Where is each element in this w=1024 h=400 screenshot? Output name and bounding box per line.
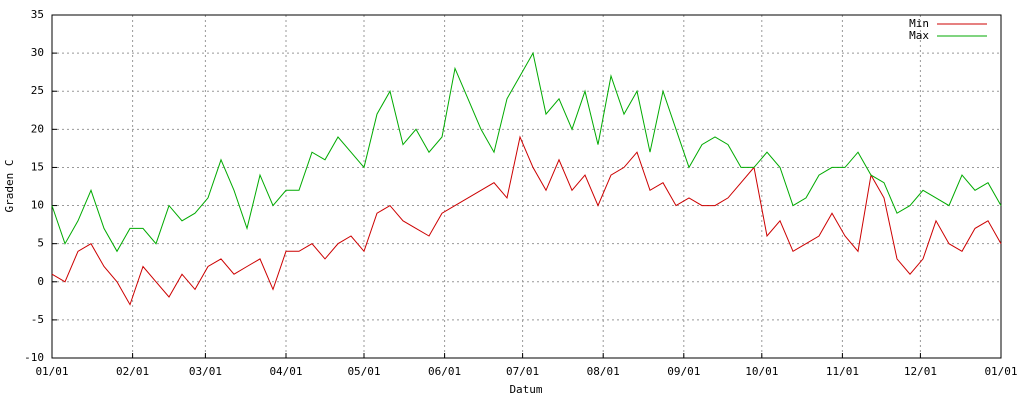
x-tick-label: 02/01	[116, 365, 149, 378]
legend-label: Min	[909, 17, 929, 30]
y-tick-label: 20	[31, 122, 44, 135]
x-tick-label: 09/01	[667, 365, 700, 378]
x-tick-label: 05/01	[347, 365, 380, 378]
x-tick-label: 12/01	[904, 365, 937, 378]
y-tick-label: 0	[37, 275, 44, 288]
y-tick-label: 35	[31, 8, 44, 21]
plot-border	[51, 14, 1002, 359]
y-axis-label: Graden C	[3, 160, 16, 213]
x-tick-label: 01/01	[35, 365, 68, 378]
y-tick-label: 15	[31, 160, 44, 173]
y-tick-label: 30	[31, 46, 44, 59]
y-tick-label: -10	[24, 351, 44, 364]
x-axis-label: Datum	[509, 383, 542, 396]
series-line	[51, 135, 1002, 306]
series-line	[51, 51, 1002, 253]
x-tick-label: 04/01	[269, 365, 302, 378]
x-tick-label: 08/01	[587, 365, 620, 378]
x-tick-label: 11/01	[826, 365, 859, 378]
x-tick-label: 01/01	[984, 365, 1017, 378]
x-tick-label: 06/01	[428, 365, 461, 378]
x-tick-label: 03/01	[189, 365, 222, 378]
y-tick-label: 25	[31, 84, 44, 97]
x-tick-label: 10/01	[745, 365, 778, 378]
y-tick-label: 5	[37, 237, 44, 250]
legend-label: Max	[909, 29, 929, 42]
y-tick-label: 10	[31, 199, 44, 212]
x-tick-label: 07/01	[506, 365, 539, 378]
y-tick-label: -5	[31, 313, 44, 326]
